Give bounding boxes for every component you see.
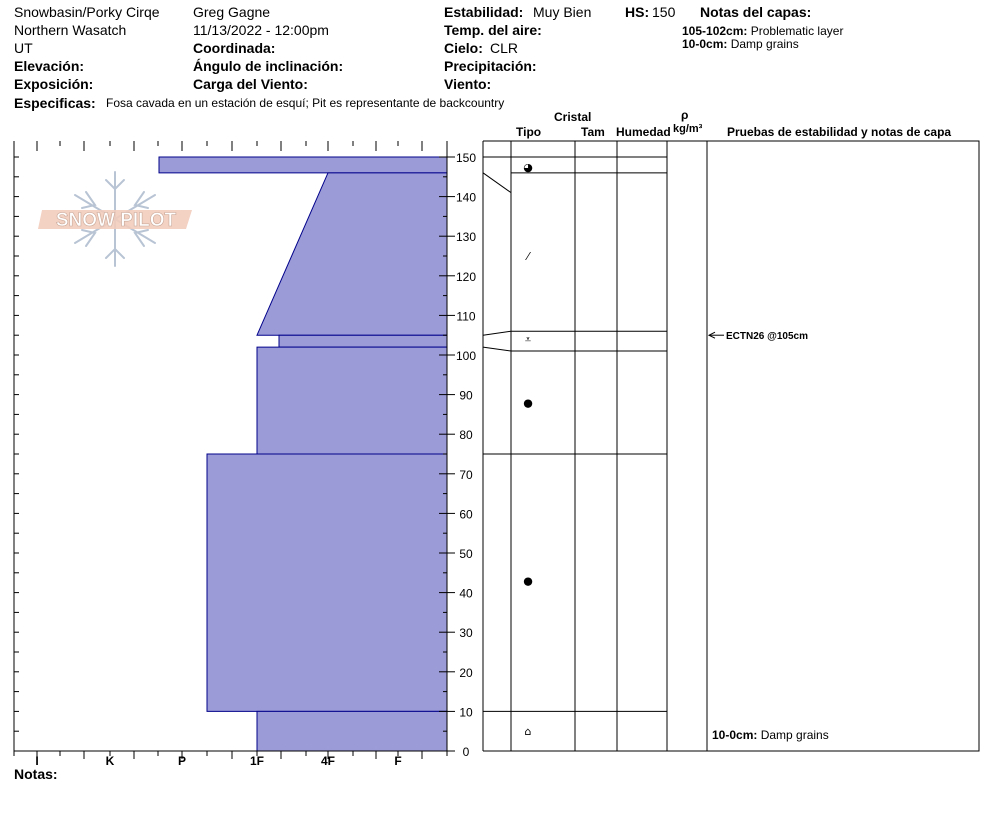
- layer-note-text: Problematic layer: [750, 24, 844, 38]
- specifics-label: Especificas:: [14, 95, 96, 111]
- precip-label: Precipitación:: [444, 58, 537, 74]
- grain-symbol: ●: [523, 397, 533, 410]
- notes-label: Notas:: [14, 766, 58, 782]
- elevation-label: Elevación:: [14, 58, 85, 74]
- sky-value: CLR: [490, 40, 519, 56]
- stability-test-label: ECTN26 @105cm: [726, 331, 808, 342]
- hs-value: 150: [652, 4, 676, 20]
- sky-label: Cielo:: [444, 40, 483, 56]
- stability-value: Muy Bien: [533, 4, 592, 20]
- column-density-unit: kg/m³: [673, 123, 703, 135]
- hardness-bar: [256, 346, 448, 455]
- layer-connector: [482, 330, 512, 336]
- depth-tick-label: 0: [463, 745, 470, 759]
- hardness-bar: [206, 453, 448, 712]
- grain-symbol: ◕: [523, 161, 533, 174]
- datetime: 11/13/2022 - 12:00pm: [193, 22, 329, 38]
- snowpilot-logo: SNOW PILOT: [38, 171, 192, 267]
- depth-tick-label: 90: [459, 389, 473, 403]
- depth-tick-label: 40: [459, 587, 473, 601]
- layer-note: 105-102cm: Problematic layer: [682, 24, 843, 38]
- state: UT: [14, 40, 33, 56]
- wind-label: Viento:: [444, 76, 492, 92]
- column-rho: ρ: [681, 108, 689, 122]
- depth-tick-label: 80: [459, 428, 473, 442]
- slope-label: Ángulo de inclinación:: [193, 58, 344, 74]
- aspect-label: Exposición:: [14, 76, 94, 92]
- column-tests: Pruebas de estabilidad y notas de capa: [727, 125, 952, 139]
- column-tipo: Tipo: [516, 125, 542, 139]
- layer-note-text: Damp grains: [730, 37, 799, 51]
- depth-tick-label: 60: [459, 507, 473, 521]
- depth-tick-label: 140: [456, 191, 476, 205]
- hs-label: HS:: [625, 4, 650, 20]
- depth-tick-label: 130: [456, 230, 476, 244]
- tests-column: [706, 140, 980, 752]
- test-arrow: [707, 331, 716, 339]
- air-temp-label: Temp. del aire:: [444, 22, 542, 38]
- hardness-bar: [256, 710, 448, 752]
- hardness-tick-label: 4F: [321, 754, 335, 768]
- stability-label: Estabilidad:: [444, 4, 524, 20]
- depth-tick-label: 10: [459, 705, 473, 719]
- depth-tick-label: 150: [456, 151, 476, 165]
- layer-comment: 10-0cm: Damp grains: [712, 728, 829, 742]
- depth-tick-label: 50: [459, 547, 473, 561]
- hardness-bar: [278, 334, 448, 348]
- coord-label: Coordinada:: [193, 40, 276, 56]
- wind-load-label: Carga del Viento:: [193, 76, 308, 92]
- layer-note-range: 105-102cm:: [682, 24, 748, 38]
- observer: Greg Gagne: [193, 4, 271, 20]
- depth-tick-label: 30: [459, 626, 473, 640]
- hardness-tick-label: 1F: [250, 754, 264, 768]
- column-tam: Tam: [581, 125, 605, 139]
- depth-tick-label: 70: [459, 468, 473, 482]
- layer-note-range: 10-0cm:: [682, 37, 728, 51]
- hardness-bar: [158, 156, 448, 174]
- range: Northern Wasatch: [14, 22, 127, 38]
- hardness-tick-label: F: [394, 754, 401, 768]
- depth-tick-label: 100: [456, 349, 476, 363]
- layer-connector: [482, 346, 512, 352]
- grain-symbol: ⩡: [525, 333, 531, 346]
- specifics-value: Fosa cavada en un estación de esquí; Pit…: [106, 96, 505, 110]
- logo-text: SNOW PILOT: [56, 210, 177, 231]
- layer-note: 10-0cm: Damp grains: [682, 37, 799, 51]
- depth-tick-label: 110: [456, 309, 475, 323]
- hardness-tick-label: P: [178, 754, 186, 768]
- depth-tick-label: 20: [459, 666, 473, 680]
- location: Snowbasin/Porky Cirqe: [14, 4, 160, 20]
- hardness-bar: [256, 172, 448, 336]
- layer-notes-label: Notas del capas:: [700, 4, 812, 20]
- column-humedad: Humedad: [616, 125, 671, 139]
- grain-symbol: ⌂: [525, 725, 532, 738]
- grain-symbol: ●: [523, 575, 533, 588]
- layer-connector: [482, 172, 512, 194]
- grain-symbol: ⁄: [524, 250, 531, 263]
- column-cristal: Cristal: [554, 110, 592, 124]
- layer-comment-text: Damp grains: [757, 728, 828, 742]
- layer-comment-range: 10-0cm:: [712, 728, 757, 742]
- hardness-tick-label: K: [106, 754, 115, 768]
- hardness-tick-label: I: [35, 754, 38, 768]
- depth-tick-label: 120: [456, 270, 476, 284]
